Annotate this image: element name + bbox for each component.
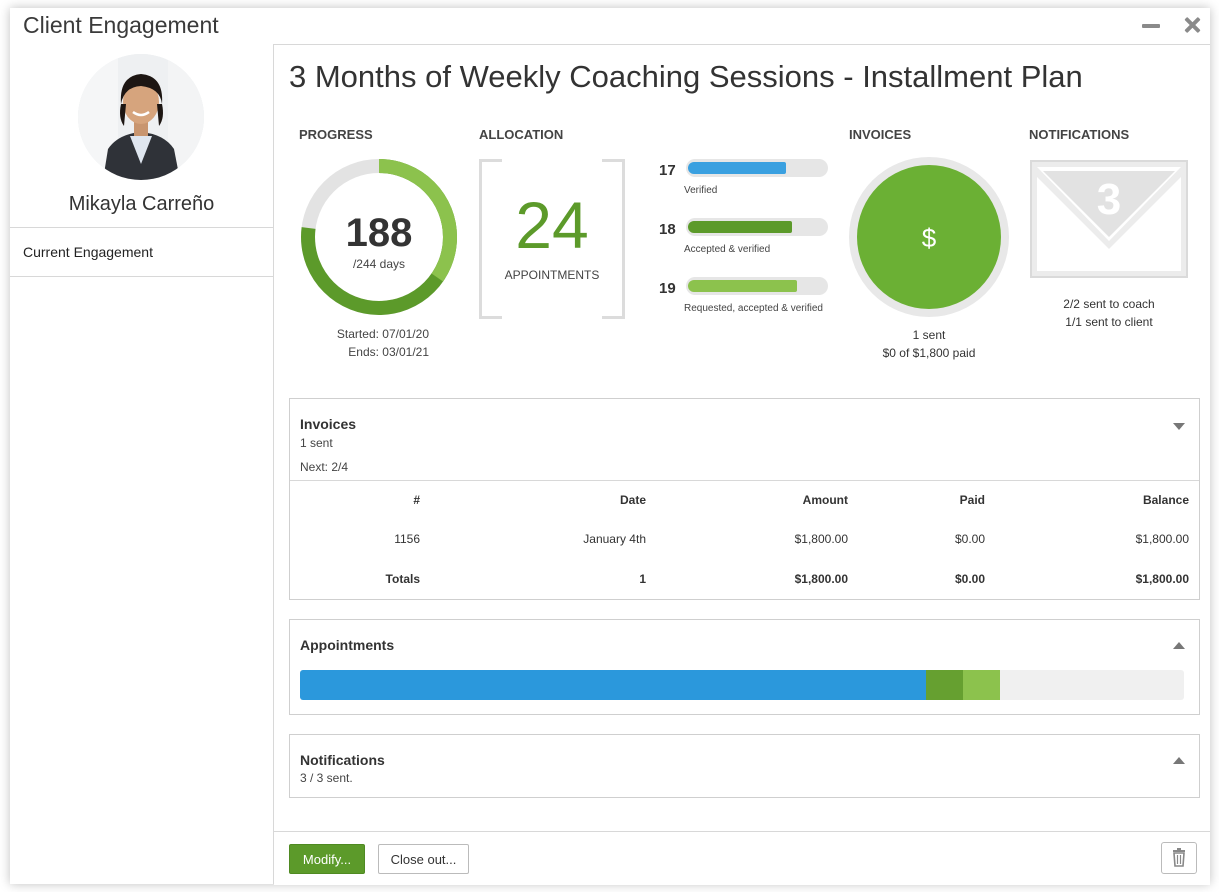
invoice-summary: 1 sent $0 of $1,800 paid [849, 326, 1009, 362]
page-title: 3 Months of Weekly Coaching Sessions - I… [289, 59, 1083, 94]
invoice-paid: $0 of $1,800 paid [882, 346, 976, 360]
trash-icon [1173, 848, 1185, 867]
minimize-icon[interactable] [1140, 14, 1162, 36]
appointments-panel: Appointments [289, 619, 1200, 715]
appointments-requested-segment [963, 670, 1000, 700]
allocation-label: ALLOCATION [479, 127, 564, 142]
allocation-count: 24 [515, 188, 589, 262]
invoice-paid: $0.00 [954, 532, 985, 546]
sidebar-item-current-engagement[interactable]: Current Engagement [10, 228, 273, 277]
verified-label: Verified [684, 185, 718, 196]
totals-amount: $1,800.00 [794, 572, 848, 586]
totals-paid: $0.00 [954, 572, 985, 586]
col-number: # [413, 493, 420, 507]
col-paid: Paid [959, 493, 985, 507]
invoice-balance: $1,800.00 [1135, 532, 1189, 546]
notifications-panel-sent: 3 / 3 sent. [300, 771, 353, 785]
totals-label: Totals [385, 572, 420, 586]
client-engagement-window: Client Engagement M [10, 8, 1210, 885]
progress-days: 188 [345, 211, 413, 255]
allocation-unit: APPOINTMENTS [504, 268, 600, 282]
accepted-count: 18 [659, 221, 676, 238]
requested-bar-fill [688, 280, 797, 292]
bracket-gap [502, 155, 602, 325]
requested-count: 19 [659, 280, 676, 297]
notifications-label: NOTIFICATIONS [1029, 127, 1130, 142]
notification-count: 3 [1096, 175, 1122, 224]
verified-bar-fill [688, 162, 786, 174]
title-bar: Client Engagement [10, 8, 1210, 44]
client-photo-icon [78, 54, 204, 180]
progress-label: PROGRESS [299, 127, 373, 142]
invoices-panel: Invoices 1 sent Next: 2/4 # Date Amount … [289, 398, 1200, 600]
invoice-circle-inner: $ [857, 165, 1001, 309]
verified-bar [686, 159, 828, 177]
invoice-table: # Date Amount Paid Balance 1156 January … [290, 480, 1199, 586]
chevron-down-icon[interactable] [1173, 423, 1185, 430]
notifications-panel-title: Notifications [300, 752, 385, 768]
coach-notifications: 2/2 sent to coach [1063, 297, 1155, 311]
totals-balance: $1,800.00 [1135, 572, 1189, 586]
invoice-date: January 4th [583, 532, 646, 546]
chevron-up-icon[interactable] [1173, 757, 1185, 764]
invoice-sent: 1 sent [912, 328, 946, 342]
end-date: Ends: 03/01/21 [348, 345, 429, 359]
envelope-icon [1030, 160, 1188, 278]
sidebar: Mikayla Carreño Current Engagement [10, 44, 273, 884]
start-date: Started: 07/01/20 [336, 327, 429, 341]
close-icon[interactable] [1182, 14, 1204, 36]
client-name: Mikayla Carreño [68, 193, 215, 215]
accepted-label: Accepted & verified [684, 244, 771, 255]
notifications-panel: Notifications 3 / 3 sent. [289, 734, 1200, 798]
appointments-accepted-segment [926, 670, 963, 700]
col-amount: Amount [802, 493, 848, 507]
modify-button[interactable]: Modify... [289, 844, 365, 874]
close-out-button[interactable]: Close out... [378, 844, 469, 874]
verified-count: 17 [659, 162, 676, 179]
invoices-panel-next: Next: 2/4 [300, 460, 349, 474]
progress-donut [301, 159, 457, 315]
client-profile: Mikayla Carreño [10, 44, 273, 228]
chevron-up-icon[interactable] [1173, 642, 1185, 649]
dollar-icon: $ [921, 223, 937, 253]
accepted-bar [686, 218, 828, 236]
avatar [78, 54, 204, 180]
notification-summary: 2/2 sent to coach 1/1 sent to client [1029, 295, 1189, 331]
invoice-circle: $ [849, 157, 1009, 317]
appointments-panel-title: Appointments [300, 637, 395, 653]
progress-fill-highlight [301, 159, 457, 315]
progress-total: /244 days [352, 257, 406, 271]
invoices-panel-title: Invoices [300, 416, 357, 432]
requested-label: Requested, accepted & verified [684, 303, 823, 314]
appointments-bar [300, 670, 1184, 700]
col-balance: Balance [1142, 493, 1189, 507]
invoice-amount: $1,800.00 [794, 532, 848, 546]
window-title: Client Engagement [23, 12, 219, 38]
invoice-number[interactable]: 1156 [394, 532, 420, 546]
col-date: Date [619, 493, 646, 507]
requested-bar [686, 277, 828, 295]
client-notifications: 1/1 sent to client [1065, 315, 1153, 329]
accepted-bar-fill [688, 221, 792, 233]
invoices-label: INVOICES [849, 127, 912, 142]
progress-dates: Started: 07/01/20 Ends: 03/01/21 [299, 325, 429, 361]
invoices-panel-sent: 1 sent [300, 436, 333, 450]
totals-count: 1 [639, 572, 646, 586]
delete-button[interactable] [1161, 842, 1197, 874]
footer-bar: Modify... Close out... [274, 831, 1210, 885]
engagement-main: 3 Months of Weekly Coaching Sessions - I… [273, 44, 1210, 885]
appointments-verified-segment [300, 670, 926, 700]
